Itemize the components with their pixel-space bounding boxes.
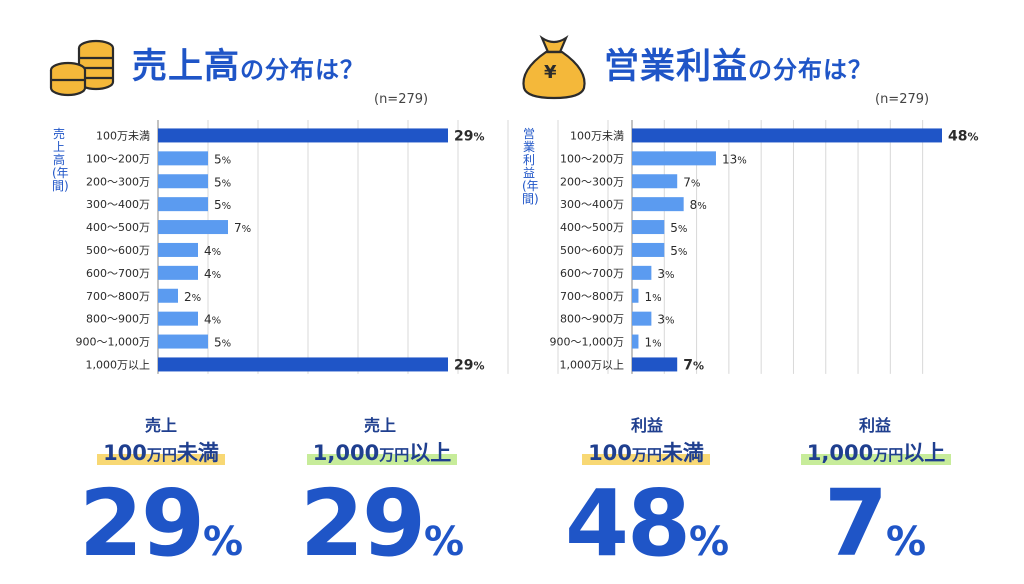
bar — [158, 151, 208, 166]
data-label: 5% — [214, 175, 231, 189]
bar — [632, 334, 639, 349]
kpi-condition-highlight: 100万円未満 — [582, 441, 710, 465]
bar — [632, 174, 678, 189]
bar — [158, 174, 208, 189]
bar — [158, 242, 198, 257]
bar — [632, 288, 639, 303]
kpi-caption: 売上 — [363, 416, 396, 435]
kpi-value: 29% — [78, 470, 244, 577]
bar — [158, 220, 228, 235]
left-y-axis-title: 売上高(年間) — [52, 127, 69, 193]
tick-label: 900〜1,000万 — [550, 336, 625, 349]
tick-label: 300〜400万 — [86, 198, 150, 211]
kpi-caption: 売上 — [144, 416, 177, 435]
data-label: 7% — [683, 357, 704, 373]
data-label: 2% — [184, 290, 201, 304]
left-bar-chart: 100万未満 29% 100〜200万 5% 200〜300万 5% 300〜400万 5% 4… — [76, 120, 609, 374]
kpi-value: 48% — [564, 470, 730, 577]
data-label: 5% — [670, 221, 687, 235]
right-bar-chart: 100万未満 48% 100〜200万 13% 200〜300万 7% 300〜400万 8%… — [550, 120, 979, 374]
tick-label: 100万未満 — [96, 129, 150, 142]
tick-label: 1,000万以上 — [86, 358, 151, 371]
kpi-caption: 利益 — [630, 416, 663, 435]
data-label: 48% — [948, 128, 979, 144]
tick-label: 600〜700万 — [560, 267, 624, 280]
tick-label: 600〜700万 — [86, 267, 150, 280]
kpi-condition-highlight: 1,000万円以上 — [800, 441, 952, 465]
tick-label: 800〜900万 — [86, 313, 150, 326]
left-chart-title: 売上高の分布は？ — [132, 47, 366, 87]
bar — [158, 311, 198, 326]
kpi-condition: 1,000万円以上 — [294, 437, 470, 467]
tick-label: 700〜800万 — [86, 290, 150, 303]
data-label: 1% — [644, 336, 661, 350]
bar — [158, 128, 448, 143]
tick-label: 100〜200万 — [560, 152, 624, 165]
bar — [158, 357, 448, 372]
kpi-value: 29% — [299, 470, 465, 577]
data-label: 1% — [644, 290, 661, 304]
yen-icon: ¥ — [544, 62, 557, 83]
kpi-value: 7% — [823, 470, 927, 577]
kpi-condition: 100万円未満 — [563, 437, 729, 467]
tick-label: 800〜900万 — [560, 313, 624, 326]
bar — [632, 242, 665, 257]
data-label: 7% — [683, 175, 700, 189]
data-label: 29% — [454, 128, 485, 144]
data-label: 5% — [214, 152, 231, 166]
right-y-axis-title: 営業利益(年間) — [522, 127, 539, 206]
kpi-condition: 100万円未満 — [78, 437, 244, 467]
tick-label: 700〜800万 — [560, 290, 624, 303]
bar — [632, 357, 678, 372]
bar — [158, 265, 198, 280]
tick-label: 100〜200万 — [86, 152, 150, 165]
tick-label: 200〜300万 — [86, 175, 150, 188]
coins-icon — [49, 39, 115, 97]
data-label: 4% — [204, 313, 221, 327]
bar — [158, 197, 208, 212]
data-label: 5% — [670, 244, 687, 258]
tick-label: 400〜500万 — [560, 221, 624, 234]
bar — [632, 220, 665, 235]
data-label: 7% — [234, 221, 251, 235]
bar — [158, 334, 208, 349]
data-label: 13% — [722, 152, 747, 166]
tick-label: 1,000万以上 — [560, 358, 625, 371]
data-label: 4% — [204, 267, 221, 281]
kpi-caption: 利益 — [858, 416, 891, 435]
tick-label: 500〜600万 — [86, 244, 150, 257]
data-label: 5% — [214, 198, 231, 212]
kpi-condition: 1,000万円以上 — [788, 437, 964, 467]
bar — [632, 265, 652, 280]
bar — [158, 288, 178, 303]
bar — [632, 311, 652, 326]
tick-label: 900〜1,000万 — [76, 336, 151, 349]
data-label: 3% — [657, 313, 674, 327]
tick-label: 100万未満 — [570, 129, 624, 142]
tick-label: 200〜300万 — [560, 175, 624, 188]
tick-label: 300〜400万 — [560, 198, 624, 211]
data-label: 4% — [204, 244, 221, 258]
right-sample-size: (n=279) — [875, 92, 930, 107]
kpi-condition-highlight: 100万円未満 — [97, 441, 225, 465]
money-bag-icon — [522, 35, 586, 100]
data-label: 29% — [454, 357, 485, 373]
bar — [632, 197, 684, 212]
right-chart-title: 営業利益の分布は？ — [604, 47, 874, 87]
data-label: 3% — [657, 267, 674, 281]
tick-label: 500〜600万 — [560, 244, 624, 257]
kpi-condition-highlight: 1,000万円以上 — [306, 441, 458, 465]
bar — [632, 151, 716, 166]
tick-label: 400〜500万 — [86, 221, 150, 234]
data-label: 5% — [214, 336, 231, 350]
left-sample-size: (n=279) — [374, 92, 429, 107]
bar — [632, 128, 942, 143]
data-label: 8% — [690, 198, 707, 212]
